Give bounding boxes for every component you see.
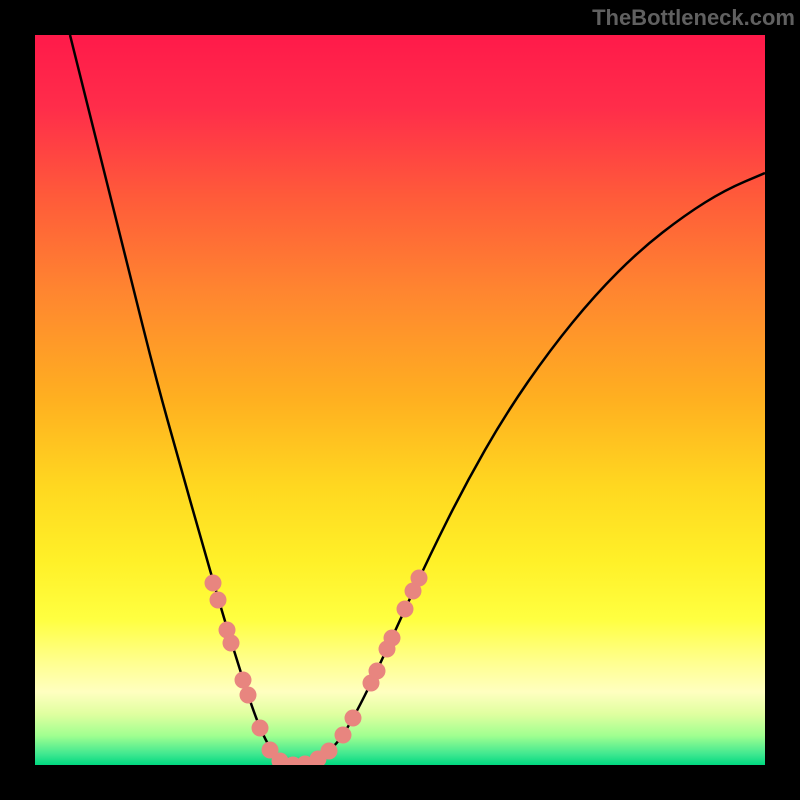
marker-point bbox=[321, 743, 338, 760]
marker-point bbox=[252, 720, 269, 737]
marker-point bbox=[240, 687, 257, 704]
chart-svg bbox=[35, 35, 765, 765]
plot-area bbox=[35, 35, 765, 765]
chart-container: TheBottleneck.com bbox=[0, 0, 800, 800]
marker-point bbox=[369, 663, 386, 680]
marker-point bbox=[397, 601, 414, 618]
marker-point bbox=[411, 570, 428, 587]
marker-point bbox=[335, 727, 352, 744]
marker-point bbox=[223, 635, 240, 652]
watermark-text: TheBottleneck.com bbox=[592, 5, 795, 31]
marker-point bbox=[345, 710, 362, 727]
marker-point bbox=[205, 575, 222, 592]
marker-point bbox=[210, 592, 227, 609]
marker-point bbox=[384, 630, 401, 647]
gradient-background bbox=[35, 35, 765, 765]
marker-point bbox=[235, 672, 252, 689]
